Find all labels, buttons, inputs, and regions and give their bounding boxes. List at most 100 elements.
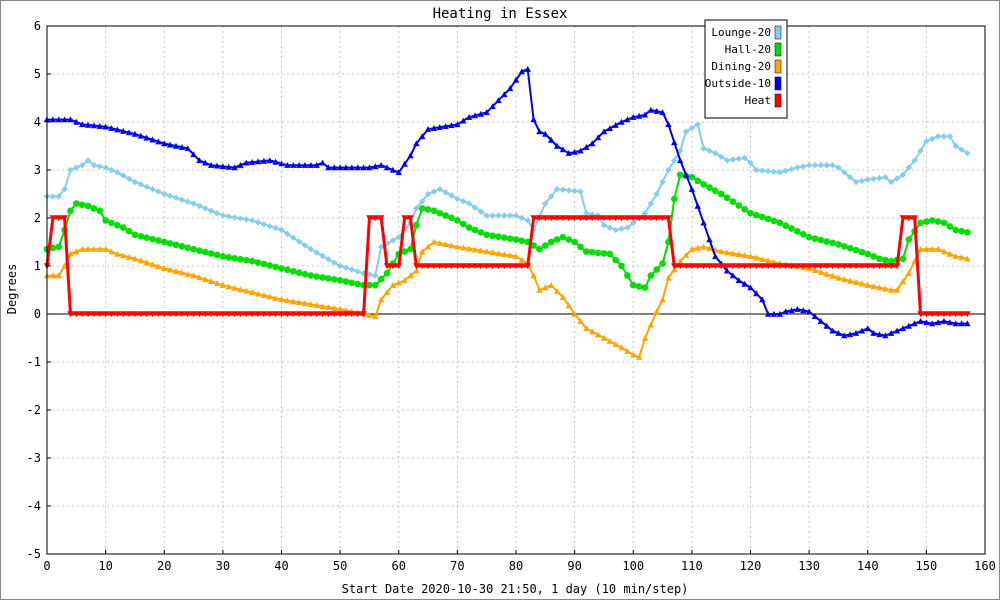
data-point-dining-20	[905, 270, 912, 276]
legend-label-dining-20: Dining-20	[711, 60, 771, 73]
data-point-dining-20	[741, 252, 748, 259]
data-point-hall-20	[278, 265, 285, 272]
data-point-hall-20	[284, 266, 291, 274]
data-point-heat	[342, 311, 350, 318]
y-tick-label: 0	[34, 307, 41, 321]
data-point-hall-20	[518, 237, 526, 245]
data-point-dining-20	[835, 274, 842, 281]
data-point-dining-20	[424, 243, 432, 250]
data-point-hall-20	[372, 281, 379, 289]
data-point-outside-10	[829, 327, 836, 334]
data-point-heat	[729, 263, 737, 270]
data-point-hall-20	[407, 245, 414, 253]
data-point-hall-20	[536, 245, 543, 253]
data-point-lounge-20	[495, 212, 502, 219]
data-point-outside-10	[489, 103, 496, 110]
data-point-hall-20	[225, 254, 233, 261]
data-point-dining-20	[923, 246, 930, 252]
x-tick-label: 40	[274, 559, 288, 573]
data-point-dining-20	[319, 303, 326, 310]
data-point-dining-20	[530, 272, 537, 279]
data-point-hall-20	[559, 233, 567, 241]
data-point-dining-20	[565, 302, 572, 309]
data-point-hall-20	[454, 217, 461, 224]
data-point-dining-20	[729, 250, 737, 257]
data-point-heat	[600, 215, 608, 222]
data-point-outside-10	[290, 162, 297, 168]
x-tick-label: 120	[740, 559, 762, 573]
data-point-dining-20	[454, 243, 461, 250]
data-point-heat	[553, 215, 561, 222]
data-point-dining-20	[641, 334, 649, 341]
y-tick-label: -3	[27, 451, 41, 465]
data-point-outside-10	[923, 319, 930, 326]
data-point-lounge-20	[729, 156, 737, 163]
data-point-heat	[741, 263, 748, 270]
data-point-dining-20	[888, 286, 895, 293]
data-point-outside-10	[577, 147, 584, 154]
data-point-lounge-20	[653, 190, 660, 198]
data-point-lounge-20	[137, 181, 144, 188]
data-point-heat	[137, 311, 144, 318]
data-point-hall-20	[336, 277, 344, 284]
y-tick-label: 2	[34, 211, 41, 225]
data-point-dining-20	[196, 274, 203, 281]
data-point-dining-20	[471, 246, 479, 253]
data-point-lounge-20	[764, 168, 772, 175]
data-point-hall-20	[659, 260, 666, 267]
data-point-heat	[782, 263, 789, 270]
data-point-hall-20	[600, 250, 608, 257]
data-point-heat	[770, 263, 778, 270]
data-point-hall-20	[137, 232, 145, 240]
data-point-lounge-20	[61, 186, 68, 193]
data-point-heat	[688, 263, 696, 270]
data-point-lounge-20	[630, 219, 637, 226]
legend-box	[704, 19, 788, 119]
data-point-heat	[583, 215, 590, 222]
data-point-hall-20	[172, 241, 180, 249]
data-point-heat	[190, 311, 197, 318]
data-point-outside-10	[471, 112, 479, 119]
data-point-hall-20	[723, 194, 731, 202]
data-point-outside-10	[155, 138, 162, 145]
data-point-hall-20	[764, 215, 772, 223]
data-point-dining-20	[811, 267, 819, 274]
data-point-lounge-20	[905, 164, 912, 171]
data-point-outside-10	[254, 158, 262, 165]
data-point-outside-10	[823, 322, 830, 329]
data-point-hall-20	[377, 275, 385, 283]
data-point-outside-10	[665, 121, 672, 128]
data-point-lounge-20	[278, 226, 285, 234]
data-point-hall-20	[512, 236, 520, 243]
data-point-lounge-20	[723, 157, 731, 164]
data-point-outside-10	[952, 320, 959, 327]
data-point-outside-10	[372, 163, 379, 170]
data-point-outside-10	[964, 320, 971, 327]
data-point-heat	[284, 311, 291, 318]
data-point-heat	[817, 263, 825, 270]
data-point-outside-10	[788, 307, 795, 314]
data-point-lounge-20	[290, 234, 297, 241]
data-point-outside-10	[366, 164, 373, 171]
data-point-hall-20	[706, 184, 713, 191]
data-point-outside-10	[905, 322, 912, 329]
data-point-lounge-20	[665, 166, 672, 174]
data-point-outside-10	[547, 136, 555, 143]
data-point-outside-10	[794, 306, 801, 312]
data-point-dining-20	[96, 246, 103, 252]
data-point-outside-10	[536, 128, 543, 135]
data-point-hall-20	[864, 250, 872, 258]
data-point-hall-20	[852, 246, 860, 254]
data-point-hall-20	[758, 213, 766, 221]
data-point-lounge-20	[84, 157, 92, 164]
data-point-dining-20	[870, 283, 877, 290]
data-point-heat	[372, 215, 379, 222]
data-point-lounge-20	[934, 133, 942, 140]
data-point-dining-20	[143, 259, 150, 266]
data-point-heat	[876, 263, 883, 270]
data-point-outside-10	[401, 160, 408, 167]
data-point-outside-10	[805, 308, 813, 315]
data-point-outside-10	[858, 327, 866, 334]
data-point-lounge-20	[823, 162, 830, 169]
data-point-dining-20	[172, 268, 180, 274]
